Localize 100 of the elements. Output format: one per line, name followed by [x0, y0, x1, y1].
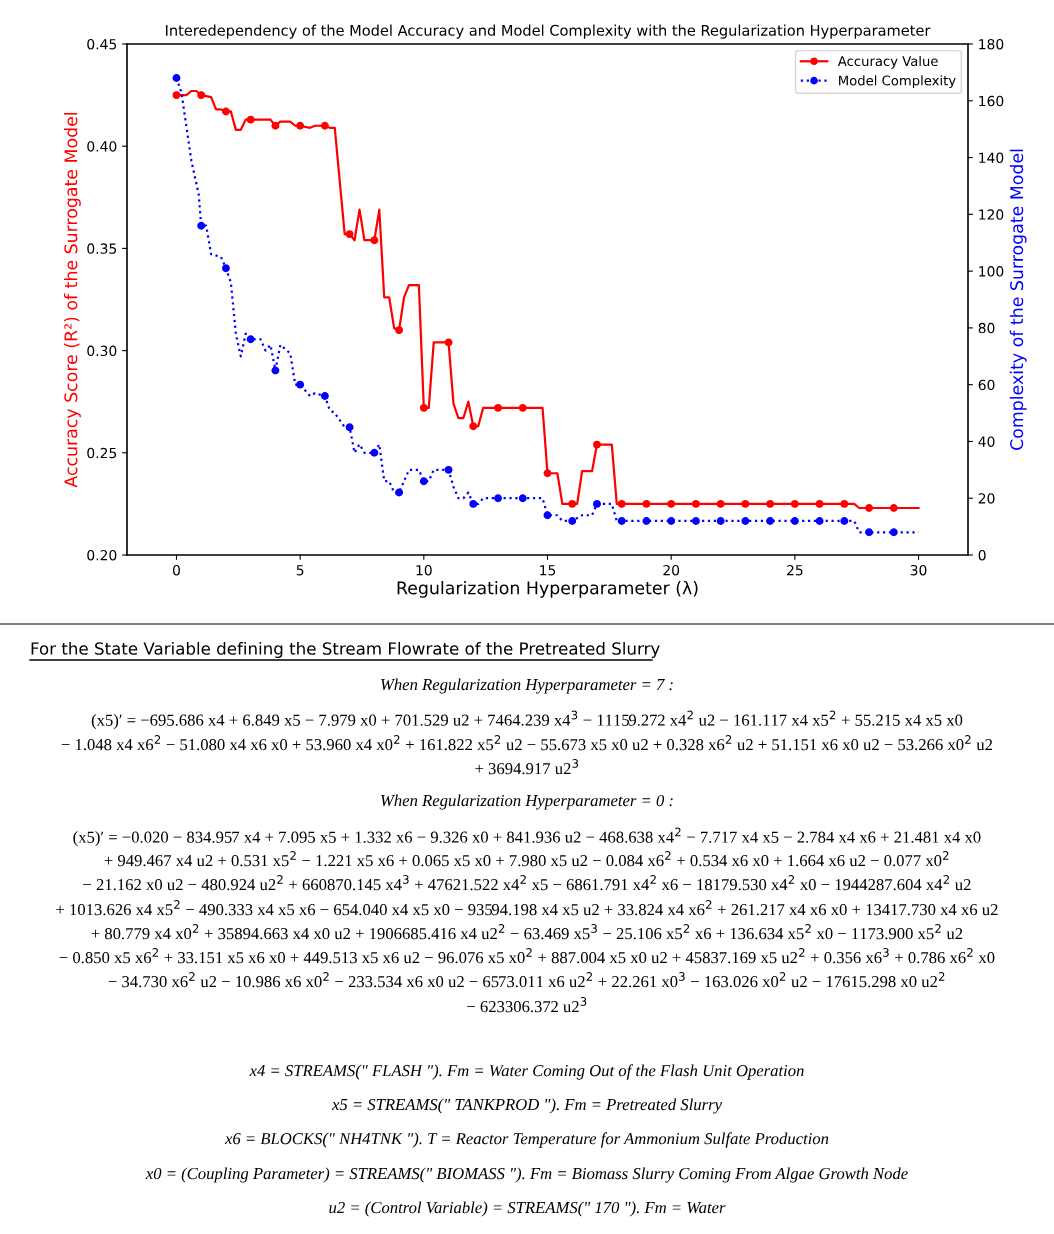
y2-tick-label: 60 [978, 379, 995, 391]
text: (x5)′ = −0.020 − 834.957 x4 + 7.095 x5 + 1.332 x6 − 9.326 x0 + 841.936 u2 − 468.638 x4$^{2}$ − 7.717 x4 x5 − 2.784 x4 x6 + 21.481 x4 x0 [73, 827, 981, 847]
point [766, 499, 775, 508]
point [518, 403, 527, 412]
point [840, 499, 849, 508]
y2-tick-label: 180 [979, 38, 1004, 50]
text: + 80.779 x4 x0$^{2}$ + 35894.663 x4 x0 u2 + 1906685.416 x4 u2$^{2}$ − 63.469 x5$^{3}$ − 25.106 x5$^{2}$ x6 + 136.634 x5$^{2}$ x0 − 1173.900 x5$^{2}$ u2 [91, 924, 963, 940]
y-tick-label: 0.30 [87, 345, 117, 357]
point [197, 221, 206, 230]
y2-tick-label: 20 [978, 493, 995, 504]
text: + 1013.626 x4 x5$^{2}$ − 490.333 x4 x5 x6 − 654.040 x4 x5 x0 − 93594.198 x4 x5 u2 + 33.824 x4 x6$^{2}$ + 261.217 x4 x6 x0 + 13417.730 x4 x6 u2 [56, 900, 998, 916]
point [865, 504, 874, 512]
y2-tick-label: 100 [979, 266, 1004, 277]
x-tick-label: 25 [787, 564, 803, 576]
point [593, 440, 601, 449]
point [221, 264, 230, 273]
y-tick-label: 0.20 [87, 549, 117, 561]
point [469, 499, 478, 508]
point [494, 403, 502, 412]
point [172, 74, 181, 83]
point [716, 516, 725, 525]
text: (x5)′ = −695.686 x4 + 6.849 x5 − 7.979 x0 + 701.529 u2 + 7464.239 x4$^{3}$ − 11159.272 x4$^{2}$ u2 − 161.117 x4 x5$^{2}$ + 55.215 x4 x5 x0 [91, 710, 963, 730]
point [889, 504, 898, 512]
point [790, 516, 799, 525]
text: x0 = (Coupling Parameter) = STREAMS(" BIOMASS "). Fm = Biomass Slurry Coming From Algae Growth Node [145, 1167, 908, 1183]
point [444, 338, 453, 347]
legend-label: Model Complexity [839, 75, 956, 89]
text: u2 = (Control Variable) = STREAMS(" 170 "). Fm = Water [329, 1201, 726, 1217]
point [246, 335, 255, 344]
point [642, 516, 651, 525]
point [815, 516, 824, 525]
text: − 0.850 x5 x6$^{2}$ + 33.151 x5 x6 x0 + 449.513 x5 x6 u2 − 96.076 x5 x0$^{2}$ + 887.004 x5 x0 u2 + 45837.169 x5 u2$^{2}$ + 0.356 x6$^{3}$ + 0.786 x6$^{2}$ x0 [59, 948, 995, 964]
y-tick-label: 0.25 [87, 447, 117, 459]
text: − 21.162 x0 u2 − 480.924 u2$^{2}$ + 660870.145 x4$^{3}$ + 47621.522 x4$^{2}$ x5 − 6861.791 x4$^{2}$ x6 − 18179.530 x4$^{2}$ x0 − 1944287.604 x4$^{2}$ u2 [83, 875, 971, 891]
point [889, 528, 898, 537]
point [345, 423, 354, 432]
text: + 949.467 x4 u2 + 0.531 x5$^{2}$ − 1.221 x5 x6 + 0.065 x5 x0 + 7.980 x5 u2 − 0.084 x6$^{2}$ + 0.534 x6 x0 + 1.664 x6 u2 − 0.077 x0$^{2}$ [104, 851, 949, 867]
x-tick-label: 0 [172, 564, 180, 576]
point [494, 494, 502, 503]
point [197, 91, 206, 100]
point [271, 121, 280, 130]
x-tick-label: 5 [296, 565, 304, 576]
text: x6 = BLOCKS(" NH4TNK "). T = Reactor Temperature for Ammonium Sulfate Production [224, 1132, 829, 1148]
x-tick-label: 20 [663, 564, 680, 576]
point [865, 528, 874, 537]
point [296, 380, 305, 389]
point [642, 499, 651, 508]
point [568, 516, 577, 525]
point [617, 516, 626, 525]
point [246, 115, 255, 124]
point [271, 366, 280, 375]
point [320, 121, 329, 130]
y2-tick-label: 160 [979, 95, 1004, 107]
point [320, 392, 329, 400]
point [840, 516, 849, 525]
point [741, 499, 750, 508]
x-axis-title: Regularization Hyperparameter (λ) [397, 580, 698, 598]
y2-tick-label: 0 [978, 549, 986, 561]
text: − 1.048 x4 x6$^{2}$ − 51.080 x4 x6 x0 + 53.960 x4 x0$^{2}$ + 161.822 x5$^{2}$ u2 − 55.673 x5 x0 u2 + 0.328 x6$^{2}$ u2 + 51.151 x6 x0 u2 − 53.266 x0$^{2}$ u2 [61, 735, 993, 751]
y-tick-label: 0.40 [87, 141, 117, 152]
text: − 623306.372 u2$^{3}$ [467, 997, 587, 1013]
point [370, 448, 379, 457]
point [370, 236, 379, 245]
point [716, 499, 725, 508]
point [691, 499, 700, 508]
point [395, 326, 404, 335]
point [221, 107, 230, 116]
x-tick-label: 10 [416, 564, 432, 576]
y2-axis-title: Complexity of the Surrogate Model [1009, 149, 1027, 450]
x-tick-label: 15 [540, 565, 556, 576]
point [345, 230, 354, 239]
point [543, 511, 552, 520]
point [419, 477, 428, 486]
point [568, 499, 577, 508]
y2-tick-label: 80 [978, 322, 995, 334]
text: When Regularization Hyperparameter = 0 : [381, 794, 673, 810]
y-tick-label: 0.35 [87, 243, 117, 254]
point [172, 91, 181, 100]
point [766, 516, 775, 525]
text: + 3694.917 u2$^{3}$ [475, 759, 579, 775]
text: x5 = STREAMS(" TANKPROD "). Fm = Pretreated Slurry [331, 1098, 722, 1114]
point [815, 499, 824, 508]
point [444, 465, 453, 474]
chart-title: Interedependency of the Model Accuracy and Model Complexity with the Regularization Hyperparameter [166, 24, 931, 39]
y2-tick-label: 140 [979, 152, 1004, 164]
text: − 34.730 x6$^{2}$ u2 − 10.986 x6 x0$^{2}$ − 233.534 x6 x0 u2 − 6573.011 x6 u2$^{2}$ + 22.261 x0$^{3}$ − 163.026 x0$^{2}$ u2 − 17615.298 x0 u2$^{2}$ [108, 972, 945, 988]
point [667, 516, 676, 525]
text: When Regularization Hyperparameter = 7 : [381, 678, 673, 694]
x-tick-label: 30 [910, 564, 927, 576]
point [667, 499, 676, 508]
point [395, 488, 404, 497]
point [518, 494, 527, 503]
text: x4 = STREAMS(" FLASH "). Fm = Water Coming Out of the Flash Unit Operation [249, 1064, 804, 1080]
point [741, 516, 750, 525]
y2-tick-label: 120 [979, 209, 1004, 220]
point [790, 499, 799, 508]
point [617, 499, 626, 508]
point [593, 499, 601, 508]
legend-label: Accuracy Value [837, 55, 938, 69]
point [691, 516, 700, 525]
